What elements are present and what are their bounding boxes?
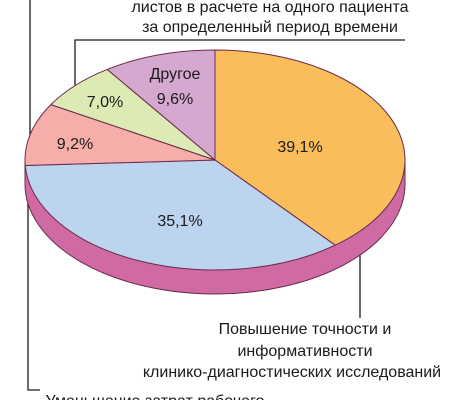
pie-slice xyxy=(214,49,406,246)
category-label: листов в расчете на одного пациента xyxy=(131,0,408,16)
value-label: 7,0% xyxy=(87,94,123,111)
pie-slice xyxy=(24,159,337,271)
value-label: 35,1% xyxy=(157,213,202,230)
value-label: 39,1% xyxy=(277,139,322,156)
pie-slice xyxy=(106,49,216,162)
category-label: информативности xyxy=(237,343,372,360)
pie-slice xyxy=(24,104,216,167)
category-label: за определенный период времени xyxy=(142,19,398,36)
category-label: Уменьшение затрат рабочего xyxy=(46,393,265,400)
category-label: Повышение точности и xyxy=(219,321,392,338)
category-label: клинико-диагностических исследований xyxy=(143,364,441,381)
value-label: 9,6% xyxy=(157,91,193,108)
category-label: Другое xyxy=(150,66,201,83)
leader-line xyxy=(27,175,40,391)
value-label: 9,2% xyxy=(57,136,93,153)
